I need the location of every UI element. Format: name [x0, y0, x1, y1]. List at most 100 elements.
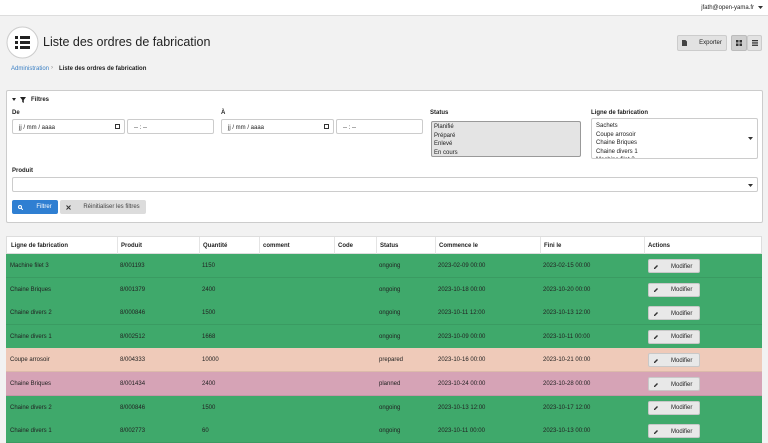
- cell-quantity: 1500: [202, 404, 216, 411]
- pencil-icon: [654, 311, 658, 316]
- table-row: Chaine divers 2 8/000846 1500 ongoing 2023-1…: [6, 301, 762, 326]
- column-divider: [376, 237, 377, 254]
- edit-button[interactable]: Modifier: [648, 259, 700, 273]
- breadcrumb-separator: ›: [51, 65, 53, 71]
- list-view-button[interactable]: [747, 35, 762, 51]
- cell-product: 8/000846: [120, 310, 146, 317]
- cell-product: 8/001379: [120, 286, 146, 293]
- cell-status: ongoing: [379, 333, 401, 340]
- line-option[interactable]: Chaine divers 1: [596, 148, 638, 155]
- cell-quantity: 10000: [202, 357, 219, 364]
- edit-button[interactable]: Modifier: [648, 353, 700, 368]
- product-select[interactable]: [12, 177, 758, 192]
- cell-product: 8/004333: [120, 357, 146, 364]
- to-time[interactable]: -- : --: [336, 119, 423, 134]
- cell-end: 2023-10-28 00:00: [543, 381, 591, 387]
- table-row: Chaine Briques 8/001434 2400 planned 2023-10…: [6, 372, 762, 396]
- edit-label: Modifier: [671, 263, 693, 270]
- line-label: Ligne de fabrication: [591, 110, 649, 116]
- edit-button[interactable]: Modifier: [648, 400, 700, 415]
- grid-icon: [736, 40, 742, 46]
- grid-view-button[interactable]: [731, 35, 747, 51]
- time-placeholder: -- : --: [134, 124, 147, 131]
- edit-button[interactable]: Modifier: [648, 377, 700, 391]
- filter-button[interactable]: Filtrer: [12, 200, 58, 214]
- line-option[interactable]: Machine filet 3: [596, 157, 635, 158]
- line-select[interactable]: Sachets Coupe arrosoir Chaine Briques Chain…: [591, 118, 758, 159]
- edit-button[interactable]: Modifier: [648, 306, 700, 321]
- page-icon: [6, 26, 39, 59]
- status-option[interactable]: Préparé: [434, 132, 456, 139]
- breadcrumb-link[interactable]: Administration: [11, 66, 50, 72]
- cell-product: 8/001193: [120, 263, 145, 269]
- cell-status: ongoing: [379, 263, 401, 269]
- list-icon: [751, 40, 758, 46]
- cell-quantity: 60: [202, 428, 209, 435]
- status-option[interactable]: En cours: [434, 149, 458, 156]
- column-header: Ligne de fabrication: [11, 243, 69, 249]
- status-option[interactable]: Planifié: [434, 124, 454, 130]
- edit-button[interactable]: Modifier: [648, 329, 700, 344]
- cell-start: 2023-10-13 12:00: [438, 404, 486, 411]
- from-date[interactable]: jj / mm / aaaa: [12, 119, 125, 134]
- line-option[interactable]: Coupe arrosoir: [596, 131, 636, 138]
- date-placeholder: jj / mm / aaaa: [228, 124, 265, 131]
- column-divider: [117, 237, 118, 254]
- filters-panel: Filtres De jj / mm / aaaa -- : -- À jj /…: [6, 90, 763, 223]
- edit-label: Modifier: [671, 310, 693, 317]
- cell-end: 2023-10-13 12:00: [543, 310, 591, 317]
- cell-start: 2023-10-09 00:00: [438, 333, 486, 340]
- x-icon: [66, 204, 72, 210]
- user-menu[interactable]: jfath@open-yama.fr: [701, 5, 754, 11]
- column-divider: [540, 237, 541, 254]
- export-button[interactable]: Exporter: [677, 35, 727, 51]
- reset-button[interactable]: Réinitialiser les filtres: [60, 200, 146, 214]
- pencil-icon: [654, 358, 658, 363]
- cell-product: 8/001434: [120, 381, 146, 387]
- to-label: À: [221, 110, 226, 116]
- cell-line: Chaine divers 2: [10, 404, 52, 411]
- date-placeholder: jj / mm / aaaa: [19, 124, 56, 131]
- edit-label: Modifier: [671, 381, 693, 388]
- pencil-icon: [654, 406, 658, 411]
- line-option[interactable]: Chaine Briques: [596, 140, 638, 147]
- cell-status: ongoing: [379, 428, 401, 435]
- cell-line: Chaine Briques: [10, 286, 52, 293]
- status-label: Status: [430, 110, 449, 116]
- cell-status: ongoing: [379, 286, 401, 293]
- status-option[interactable]: Enlevé: [434, 141, 453, 148]
- filters-title[interactable]: Filtres: [31, 97, 50, 103]
- column-header: Produit: [121, 243, 142, 249]
- pencil-icon: [654, 264, 658, 269]
- column-header: Quantité: [203, 243, 228, 249]
- cell-line: Coupe arrosoir: [10, 357, 50, 364]
- table-row: Chaine divers 2 8/000846 1500 ongoing 2023-1…: [6, 395, 762, 420]
- from-time[interactable]: -- : --: [127, 119, 214, 134]
- caret: [758, 6, 763, 9]
- top-bar: jfath@open-yama.fr: [0, 0, 768, 16]
- cell-end: 2023-10-21 00:00: [543, 357, 591, 364]
- cell-start: 2023-10-11 12:00: [438, 310, 485, 317]
- edit-button[interactable]: Modifier: [648, 424, 700, 439]
- edit-button[interactable]: Modifier: [648, 282, 700, 297]
- cell-line: Chaine divers 1: [10, 428, 52, 435]
- filter-icons: [12, 97, 26, 103]
- cell-start: 2023-10-24 00:00: [438, 381, 486, 387]
- column-header: Code: [338, 243, 353, 249]
- calendar-icon: [324, 124, 329, 129]
- cell-quantity: 1500: [202, 310, 216, 317]
- table-row: Chaine Briques 8/001379 2400 ongoing 2023-10…: [6, 277, 762, 302]
- cell-status: prepared: [379, 357, 404, 364]
- cell-quantity: 1668: [202, 333, 216, 340]
- cell-product: 8/002512: [120, 333, 146, 340]
- column-divider: [644, 237, 645, 254]
- cell-product: 8/002773: [120, 428, 146, 435]
- column-header: Fini le: [544, 243, 562, 249]
- cell-start: 2023-10-18 00:00: [438, 286, 486, 293]
- export-label: Exporter: [699, 40, 722, 46]
- line-option[interactable]: Sachets: [596, 123, 618, 129]
- filter-label: Filtrer: [36, 204, 52, 210]
- column-divider: [435, 237, 436, 254]
- to-date[interactable]: jj / mm / aaaa: [221, 119, 334, 134]
